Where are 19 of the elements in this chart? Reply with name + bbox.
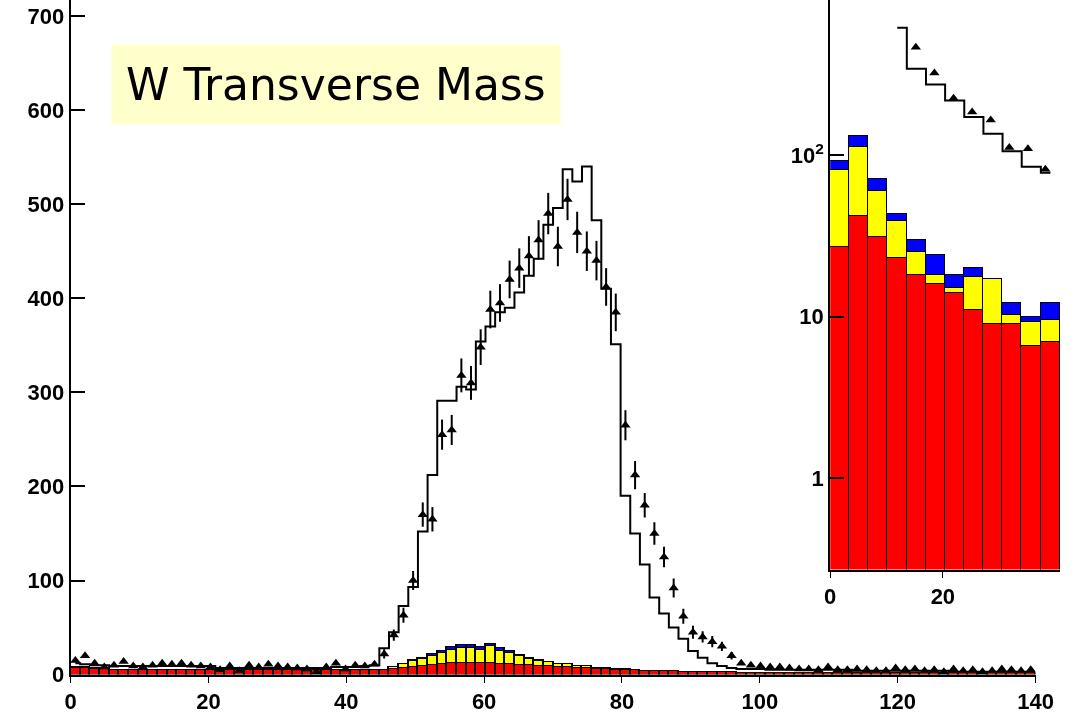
x-tick-label: 80 [609,688,635,714]
y-tick-label: 700 [27,3,65,29]
annotation: W Transverse Mass [126,59,546,110]
y-tick-label: 400 [27,285,65,311]
x-tick-label: 100 [741,688,779,714]
x-tick-label: 60 [471,688,497,714]
x-tick-label: 20 [930,583,956,609]
y-tick-label: 10 [799,304,824,330]
y-tick-label: 0 [51,662,65,688]
x-tick-label: 40 [334,688,359,714]
y-tick-label: 10$^{2}$ [790,139,824,169]
y-tick-label: 1 [811,465,824,491]
y-tick-label: 200 [27,474,65,500]
y-tick-label: 600 [27,97,65,123]
y-tick-label: 300 [27,380,65,406]
y-tick-label: 500 [27,191,65,217]
x-tick-label: 20 [196,688,221,714]
x-tick-label: 120 [879,688,917,714]
x-tick-label: 140 [1017,688,1054,714]
